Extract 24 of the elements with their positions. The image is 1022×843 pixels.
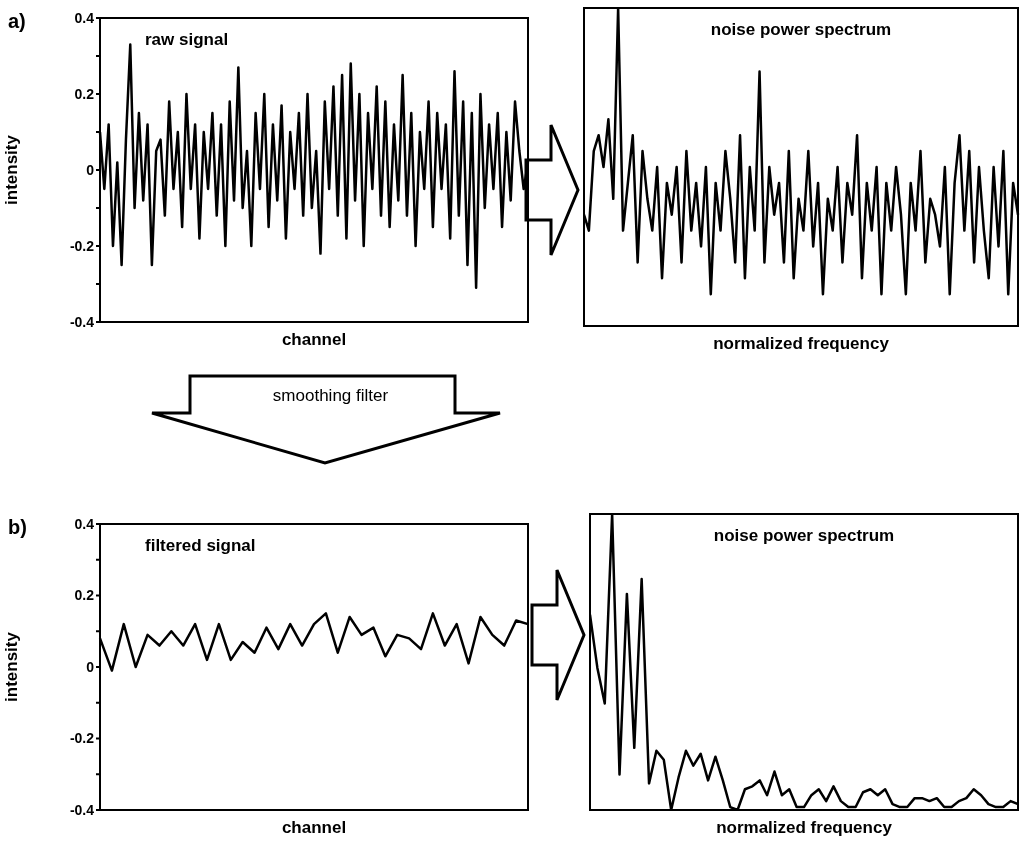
text: smoothing filter [271, 386, 390, 406]
y-axis-title: intensity [2, 631, 22, 704]
y-tick-label: -0.2 [69, 237, 95, 254]
x-axis-title: normalized frequency [715, 818, 893, 838]
y-tick-label: -0.4 [69, 801, 95, 818]
text: filtered signal [145, 536, 256, 556]
x-axis-title: channel [280, 330, 348, 350]
y-tick-label: 0.4 [74, 515, 95, 532]
text: noise power spectrum [712, 526, 896, 546]
y-tick-label: 0.2 [74, 85, 95, 102]
y-tick-label: -0.2 [69, 730, 95, 747]
y-tick-label: 0.4 [74, 9, 95, 26]
text: a) [8, 10, 26, 33]
line-series [98, 612, 530, 672]
text: noise power spectrum [709, 20, 893, 40]
y-tick-label: -0.4 [69, 313, 95, 330]
y-tick-label: 0 [86, 161, 95, 178]
y-tick-label: 0 [86, 658, 95, 675]
x-axis-title: channel [280, 818, 348, 838]
y-tick-label: 0.2 [74, 587, 95, 604]
text: b) [8, 516, 27, 539]
y-axis-title: intensity [2, 134, 22, 207]
x-axis-title: normalized frequency [712, 334, 890, 354]
text: raw signal [145, 30, 229, 50]
